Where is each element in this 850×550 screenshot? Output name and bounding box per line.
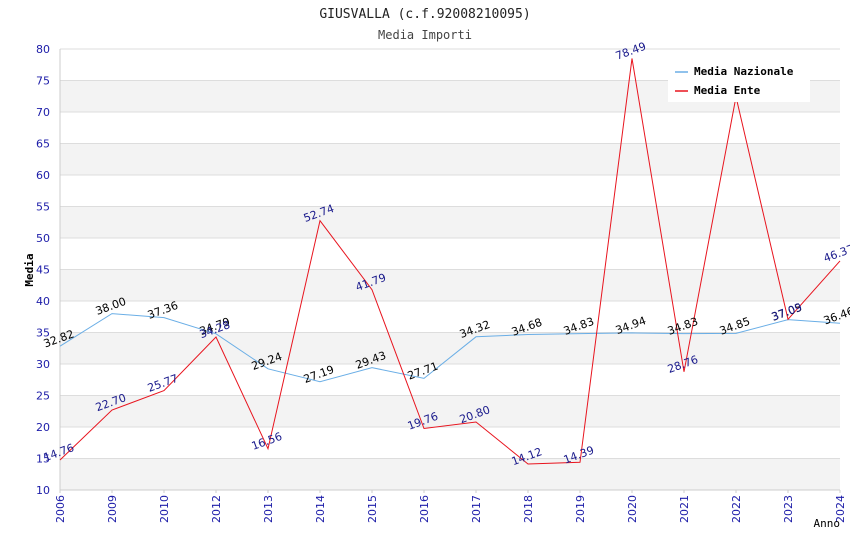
x-tick-label: 2017 <box>470 495 483 523</box>
y-axis-label: Media <box>23 253 36 286</box>
y-tick-label: 45 <box>36 264 50 277</box>
data-label-media-ente: 46.37 <box>822 242 850 265</box>
y-tick-label: 40 <box>36 295 50 308</box>
y-tick-label: 75 <box>36 75 50 88</box>
x-tick-label: 2024 <box>834 495 847 523</box>
data-label-media-nazionale: 36.46 <box>822 305 850 328</box>
x-tick-label: 2018 <box>522 495 535 523</box>
grid-band <box>60 206 840 238</box>
grid-band <box>60 395 840 427</box>
data-label-media-nazionale: 27.19 <box>302 363 336 386</box>
grid-band <box>60 269 840 301</box>
x-tick-label: 2012 <box>210 495 223 523</box>
series-line-media-ente <box>59 58 841 465</box>
x-tick-label: 2015 <box>366 495 379 523</box>
y-tick-label: 65 <box>36 138 50 151</box>
x-tick-label: 2020 <box>626 495 639 523</box>
y-tick-label: 60 <box>36 169 50 182</box>
x-axis-ticks: 2006 2009 2010 2012 2013 2014 2015 2016 2017 2018… <box>54 490 847 523</box>
y-tick-label: 80 <box>36 43 50 56</box>
x-tick-label: 2010 <box>158 495 171 523</box>
grid-band <box>60 143 840 175</box>
y-tick-label: 30 <box>36 358 50 371</box>
grid-bands <box>60 80 840 490</box>
series-line-media-nazionale <box>59 313 841 383</box>
y-tick-label: 25 <box>36 390 50 403</box>
y-tick-label: 35 <box>36 327 50 340</box>
y-tick-label: 15 <box>36 453 50 466</box>
x-tick-label: 2016 <box>418 495 431 523</box>
chart-subtitle: Media Importi <box>378 28 472 42</box>
grid-band <box>60 332 840 364</box>
series-lines <box>59 58 841 465</box>
x-tick-label: 2009 <box>106 495 119 523</box>
y-tick-label: 55 <box>36 201 50 214</box>
y-tick-label: 10 <box>36 484 50 497</box>
x-tick-label: 2006 <box>54 495 67 523</box>
x-tick-label: 2013 <box>262 495 275 523</box>
x-tick-label: 2023 <box>782 495 795 523</box>
legend-label-media-ente: Media Ente <box>694 84 761 97</box>
x-tick-label: 2014 <box>314 495 327 523</box>
x-axis-label: Anno <box>814 517 841 530</box>
data-label-media-nazionale: 37.36 <box>146 299 180 322</box>
legend: Media Nazionale Media Ente <box>668 60 810 102</box>
legend-label-media-nazionale: Media Nazionale <box>694 65 794 78</box>
x-tick-label: 2021 <box>678 495 691 523</box>
x-tick-label: 2022 <box>730 495 743 523</box>
grid-band <box>60 458 840 490</box>
data-label-media-ente: 16.56 <box>250 430 284 453</box>
data-label-media-ente: 78.49 <box>614 40 648 63</box>
y-tick-label: 70 <box>36 106 50 119</box>
legend-box <box>668 60 810 102</box>
y-tick-label: 20 <box>36 421 50 434</box>
y-axis-ticks: 10 15 20 25 30 35 40 45 50 55 60 65 70 75 80 <box>36 43 50 497</box>
y-tick-label: 50 <box>36 232 50 245</box>
x-tick-label: 2019 <box>574 495 587 523</box>
chart-title: GIUSVALLA (c.f.92008210095) <box>319 7 530 22</box>
